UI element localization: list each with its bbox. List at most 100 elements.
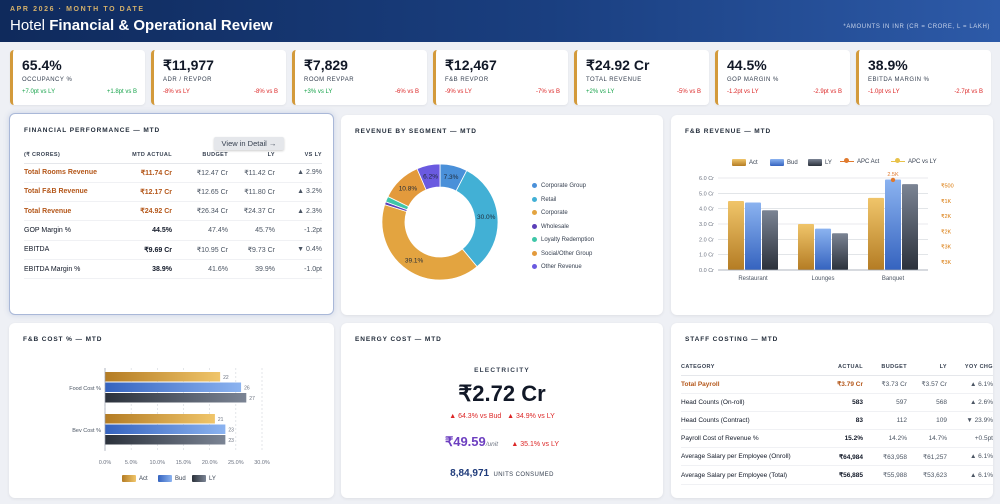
legend-swatch [192, 475, 206, 482]
col-header: ACTUAL [815, 360, 863, 376]
energy-vs-ly: ▲ 34.9% vs LY [507, 413, 555, 420]
table-cell: ▼ 23.9% [947, 411, 993, 431]
table-cell: ₹11.74 Cr [122, 163, 172, 183]
bar-value-label: 22 [223, 375, 229, 381]
table-cell: ▲ 6.1% [947, 447, 993, 467]
col-header: CATEGORY [681, 360, 815, 376]
y-tick-label: 0.0 Cr [699, 268, 714, 274]
y2-tick-label: ₹1K [941, 198, 952, 205]
col-header: LY [907, 360, 947, 376]
table-cell: -1.0pt [275, 259, 322, 280]
table-cell: EBITDA Margin % [24, 259, 122, 280]
legend-label: APC vs LY [908, 159, 937, 165]
bar-value-label: 27 [249, 396, 255, 402]
bar-value-label: 23 [228, 428, 234, 434]
x-tick-label: 30.0% [254, 460, 270, 466]
legend-item: APC Act [840, 158, 880, 165]
financial-performance-table: (₹ CRORES) MTD ACTUAL BUDGET LY VS LY To… [24, 148, 322, 280]
table-cell: ₹56,885 [815, 465, 863, 485]
legend-line-marker [891, 158, 905, 164]
table-cell: 583 [815, 393, 863, 412]
bar-bud [105, 382, 242, 392]
kpi-value: ₹7,829 [304, 57, 348, 73]
energy-cost-panel: ENERGY COST — MTD ELECTRICITY ₹2.72 Cr ▲… [341, 323, 663, 498]
table-cell: ▼ 0.4% [275, 240, 322, 260]
kpi-label: OCCUPANCY % [22, 77, 73, 83]
staff-costing-title: STAFF COSTING — MTD [685, 336, 779, 343]
bar-ly [902, 184, 918, 270]
col-header: BUDGET [863, 360, 907, 376]
table-cell: Total Revenue [24, 201, 122, 222]
title-bold: Financial & Operational Review [49, 17, 273, 34]
table-cell: Total F&B Revenue [24, 182, 122, 203]
table-cell: -1.2pt [275, 220, 322, 241]
kpi-card: 44.5% GOP MARGIN % -1.2pt vs LY -2.9pt vs B [715, 50, 850, 105]
table-cell: ₹11.80 Cr [228, 182, 275, 203]
table-cell: ₹64,984 [815, 447, 863, 467]
energy-unit: /unit [485, 441, 499, 448]
legend-dot [532, 250, 537, 256]
kpi-vs-budget: -2.9pt vs B [813, 89, 842, 95]
y-tick-label: 2.0 Cr [699, 237, 714, 243]
legend-label: APC Act [857, 159, 880, 165]
table-cell: ₹12.65 Cr [172, 182, 228, 203]
x-tick-label: 20.0% [202, 460, 218, 466]
y-tick-label: 6.0 Cr [699, 176, 714, 182]
slice-label: 6.2% [423, 173, 438, 180]
apc-act-point [890, 177, 896, 183]
legend-label: LY [209, 476, 216, 483]
legend-item: APC vs LY [891, 158, 937, 165]
legend-item: Retail [532, 196, 556, 203]
bar-ly [762, 210, 778, 270]
y-tick-label: 4.0 Cr [699, 207, 714, 213]
staff-costing-panel: STAFF COSTING — MTD CATEGORY ACTUAL BUDG… [671, 323, 993, 498]
x-tick-label: 15.0% [176, 460, 192, 466]
kpi-value: 44.5% [727, 57, 767, 73]
table-cell: 597 [863, 393, 907, 412]
legend-label: Loyalty Redemption [541, 237, 595, 244]
x-tick-label: Restaurant [738, 276, 768, 282]
table-cell: Average Salary per Employee (Onroll) [681, 447, 815, 467]
bar-value-label: 21 [218, 417, 224, 423]
table-row: EBITDA Margin % 38.9% 41.6% 39.9% -1.0pt [24, 259, 322, 280]
bar-act [868, 197, 884, 270]
kpi-card: ₹7,829 ROOM REVPAR +3% vs LY -6% vs B [292, 50, 427, 105]
kpi-card: ₹11,977 ADR / REVPOR -8% vs LY -8% vs B [151, 50, 286, 105]
bar-bud [745, 202, 761, 270]
legend-item: Other Revenue [532, 264, 582, 270]
kpi-vs-ly: -8% vs LY [163, 89, 190, 95]
table-cell: EBITDA [24, 240, 122, 260]
fnb-cost-bar-chart: 0.0% 5.0% 10.0% 15.0% 20.0% 25.0% 30.0% Food Co… [69, 368, 270, 466]
table-cell: 38.9% [122, 259, 172, 280]
table-cell: Total Rooms Revenue [24, 163, 122, 183]
legend-label: Act [139, 476, 148, 483]
table-row: Total Revenue ₹24.92 Cr ₹26.34 Cr ₹24.37 Cr… [24, 201, 322, 222]
kpi-vs-budget: -2.7pt vs B [954, 89, 983, 95]
table-row: Total Rooms Revenue ₹11.74 Cr ₹12.47 Cr ₹11… [24, 163, 322, 183]
legend-label: Other Revenue [541, 264, 582, 271]
bar-ly [105, 393, 247, 403]
legend-item: LY [192, 475, 216, 482]
y2-tick-label: ₹2K [941, 228, 952, 235]
revenue-donut-chart: 7.3% 30.0% 39.1% 10.8% 6.2% [381, 163, 499, 281]
table-row: Average Salary per Employee (Onroll) ₹64,… [681, 447, 993, 467]
table-cell: 15.2% [815, 429, 863, 449]
col-header: (₹ CRORES) [24, 148, 122, 164]
y2-tick-label: ₹3K [941, 259, 952, 266]
pie-slice [381, 204, 478, 281]
legend-swatch [158, 475, 172, 482]
y-tick-label: 5.0 Cr [699, 191, 714, 197]
view-in-detail-button[interactable]: View in Detail → [214, 137, 284, 150]
legend-line-dot [895, 158, 900, 164]
table-row: Head Counts (Contract) 83 112 109 ▼ 23.9% [681, 411, 993, 431]
bar-ly [832, 233, 848, 270]
fnb-cost-panel: F&B COST % — MTD 0.0% 5.0% 10.0% 15.0% 20.0%… [9, 323, 334, 498]
legend-label: Social/Other Group [541, 250, 593, 257]
y-tick-label: Bev Cost % [72, 428, 101, 434]
energy-unit-vs-ly: ▲ 35.1% vs LY [511, 441, 560, 448]
table-cell: ₹61,257 [907, 447, 947, 467]
table-cell: +0.5pt [947, 429, 993, 449]
bar-act [105, 414, 215, 424]
legend-label: LY [825, 160, 832, 167]
table-cell: 83 [815, 411, 863, 431]
